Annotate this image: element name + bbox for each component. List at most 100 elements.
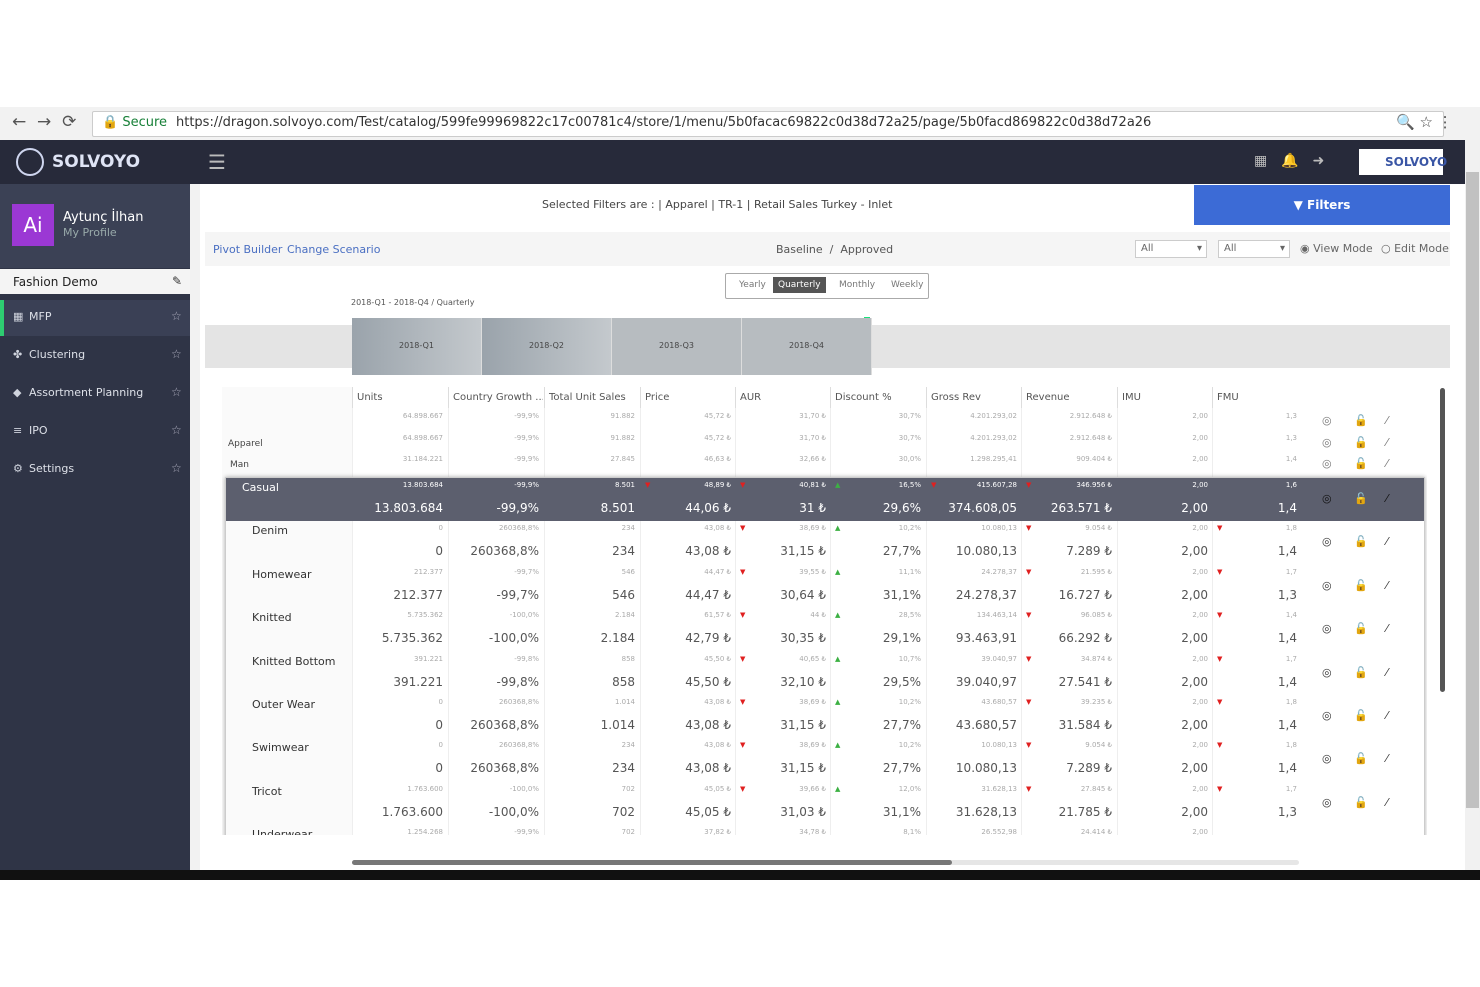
select[interactable]: All ▾ (1135, 240, 1207, 258)
row-action[interactable]: 🔓 (1354, 578, 1368, 592)
cell: 2,00 (1181, 718, 1208, 732)
cell: 2,00 (1181, 544, 1208, 559)
row-action[interactable]: 🔓 (1354, 709, 1368, 722)
cell: 31,15 ₺ (780, 544, 826, 559)
menu-item[interactable]: Settings (29, 462, 75, 475)
cell: 29,1% (882, 631, 921, 646)
row-action[interactable]: ⁄ (1386, 457, 1388, 470)
row-action[interactable]: ⁄ (1386, 435, 1388, 449)
row-action[interactable]: ⁄ (1386, 578, 1388, 592)
period-tab[interactable]: Yearly (739, 280, 766, 290)
menu-item[interactable]: IPO (29, 424, 48, 437)
nav-buttons[interactable]: ← → ⟳ (12, 112, 77, 132)
cell: 24.278,37 (955, 587, 1017, 602)
row-action[interactable]: ◎ (1322, 795, 1332, 809)
row-action[interactable]: 🔓 (1354, 457, 1368, 470)
cell: 2.912.648 ₺ (1069, 412, 1112, 420)
menu-star[interactable]: ☆ (171, 385, 182, 399)
cell: 7.289 ₺ (1066, 544, 1112, 559)
cell: 28,5% (898, 611, 921, 620)
row-action[interactable]: ⁄ (1386, 665, 1388, 679)
quarter-block[interactable] (742, 318, 872, 375)
row-action[interactable]: ◎ (1322, 435, 1332, 449)
row-action[interactable]: ⁄ (1386, 414, 1388, 427)
menu-item[interactable]: Clustering (29, 348, 86, 361)
cell: 212.377 (393, 587, 443, 602)
row-action[interactable]: ⁄ (1386, 752, 1388, 766)
project-name: Fashion Demo (13, 275, 98, 289)
cell: 46,63 ₺ (704, 455, 731, 463)
menu-star[interactable]: ☆ (171, 461, 182, 475)
row-action[interactable]: ◎ (1322, 578, 1332, 592)
row-action[interactable]: ◎ (1322, 665, 1332, 679)
cell: 39,55 ₺ (799, 567, 826, 576)
menu-star[interactable]: ☆ (171, 423, 182, 437)
h-scroll-thumb[interactable] (352, 860, 952, 865)
row-action[interactable]: 🔓 (1354, 665, 1368, 679)
row-action[interactable]: ◎ (1322, 492, 1332, 505)
edit-mode[interactable]: ○ Edit Mode (1381, 242, 1449, 255)
cell: 0 (438, 741, 443, 750)
address-box[interactable] (92, 111, 1444, 137)
page-scroll-thumb[interactable] (1466, 172, 1479, 808)
cell: 1,7 (1285, 654, 1297, 663)
select[interactable]: All ▾ (1218, 240, 1290, 258)
cell: 2,00 (1192, 611, 1208, 620)
view-mode[interactable]: ◉ View Mode (1300, 242, 1373, 255)
period-tab[interactable]: Weekly (891, 280, 924, 290)
row-action[interactable]: ◎ (1322, 414, 1332, 427)
row-action[interactable]: ⁄ (1386, 709, 1388, 722)
row-action[interactable]: ◎ (1322, 457, 1332, 470)
row-action[interactable]: 🔓 (1354, 752, 1368, 766)
quarter-block[interactable] (612, 318, 742, 375)
cell: 66.292 ₺ (1058, 631, 1112, 646)
row-action[interactable]: ⁄ (1386, 795, 1388, 809)
menu-item[interactable]: Assortment Planning (29, 386, 144, 399)
menu-toggle[interactable]: ☰ (208, 150, 226, 174)
row-action[interactable]: ◎ (1322, 752, 1332, 766)
row-action[interactable]: 🔓 (1354, 492, 1368, 505)
row-action[interactable]: 🔓 (1354, 535, 1368, 549)
menu-star[interactable]: ☆ (171, 347, 182, 361)
row-action[interactable]: ⁄ (1386, 492, 1388, 505)
row-action[interactable]: ◎ (1322, 709, 1332, 722)
cell: 10.080,13 (981, 524, 1017, 533)
edit-icon[interactable]: ✎ (172, 274, 183, 288)
project-bar[interactable] (0, 269, 190, 294)
row-action[interactable]: ◎ (1322, 535, 1332, 549)
quarter-block[interactable] (352, 318, 482, 375)
filters-button[interactable]: ▼ Filters (1194, 185, 1450, 225)
row-label: Outer Wear (252, 698, 315, 711)
period-tab[interactable]: Monthly (839, 280, 876, 290)
cell: 1,4 (1277, 631, 1297, 646)
cell: 44,47 ₺ (704, 567, 731, 576)
table-v-scroll[interactable] (1440, 388, 1445, 692)
column-header: Discount % (830, 387, 925, 408)
menu-item[interactable]: MFP (29, 310, 52, 323)
row-action[interactable]: ⁄ (1386, 622, 1388, 636)
row-action[interactable]: ◎ (1322, 622, 1332, 636)
period-tab[interactable]: Quarterly (773, 277, 826, 293)
pivot-link[interactable]: Pivot Builder (213, 243, 283, 256)
row-action[interactable]: 🔓 (1354, 435, 1368, 449)
row-action[interactable]: 🔓 (1354, 795, 1368, 809)
cell: 2,00 (1192, 481, 1208, 489)
cell: 45,72 ₺ (704, 433, 731, 442)
scenario-link[interactable]: Change Scenario (287, 243, 381, 256)
cell: 1,3 (1277, 804, 1297, 819)
cell: 31,03 ₺ (780, 804, 826, 819)
row-action[interactable]: ⁄ (1386, 535, 1388, 549)
menu-icon: ✤ (13, 348, 23, 361)
cell: 374.608,05 (948, 501, 1017, 515)
header-icons[interactable]: ▦🔔➜ (1254, 153, 1339, 169)
menu-star[interactable]: ☆ (171, 309, 182, 323)
cell: 1,4 (1277, 544, 1297, 559)
cell: 2.184 (600, 631, 635, 646)
cell: 1,7 (1285, 784, 1297, 793)
trend-arrow: ▼ (1217, 698, 1223, 706)
row-action[interactable]: 🔓 (1354, 622, 1368, 636)
row-action[interactable]: 🔓 (1354, 414, 1368, 427)
profile-link[interactable]: My Profile (63, 226, 117, 239)
trend-arrow: ▼ (1026, 741, 1032, 750)
quarter-block[interactable] (482, 318, 612, 375)
